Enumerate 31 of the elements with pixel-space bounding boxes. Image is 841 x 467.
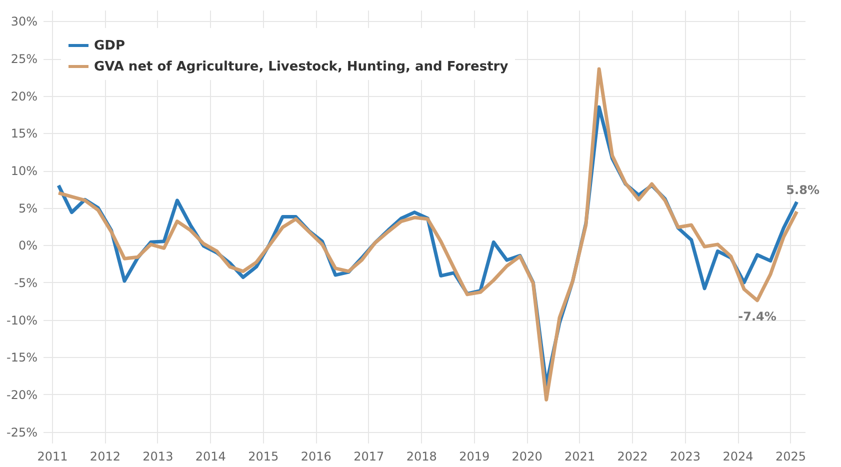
x-tick-label: 2025 (775, 450, 806, 464)
y-tick-label: 25% (10, 52, 38, 66)
y-tick-label: 5% (18, 201, 38, 216)
y-tick-label: 0% (18, 238, 38, 253)
y-tick-label: -5% (14, 276, 38, 290)
y-tick-label: 10% (10, 164, 38, 178)
x-tick-label: 2019 (459, 450, 490, 464)
legend-label: GDP (94, 38, 125, 54)
x-tick-label: 2024 (722, 450, 754, 464)
x-tick-label: 2018 (406, 450, 437, 464)
y-tick-label: -10% (6, 313, 38, 328)
y-tick-label: 20% (10, 89, 38, 104)
annotation: -7.4% (738, 309, 776, 324)
x-tick-label: 2016 (300, 450, 332, 464)
legend-label: GVA net of Agriculture, Livestock, Hunting, and Forestry (94, 60, 509, 74)
y-tick-label: -15% (6, 350, 38, 365)
x-tick-label: 2011 (37, 450, 68, 464)
x-tick-label: 2013 (142, 450, 174, 464)
x-tick-label: 2015 (248, 450, 279, 464)
x-tick-label: 2021 (564, 450, 596, 464)
annotation: 5.8% (786, 182, 820, 197)
y-tick-label: -20% (6, 388, 38, 402)
y-tick-label: 15% (10, 126, 38, 141)
x-tick-label: 2022 (617, 450, 648, 464)
x-tick-label: 2017 (354, 450, 384, 464)
x-tick-label: 2023 (670, 450, 701, 464)
y-tick-label: -25% (6, 425, 38, 440)
x-tick-label: 2014 (195, 450, 226, 464)
x-tick-label: 2012 (90, 450, 120, 464)
y-tick-label: 30% (10, 14, 38, 29)
x-tick-label: 2020 (512, 450, 542, 464)
